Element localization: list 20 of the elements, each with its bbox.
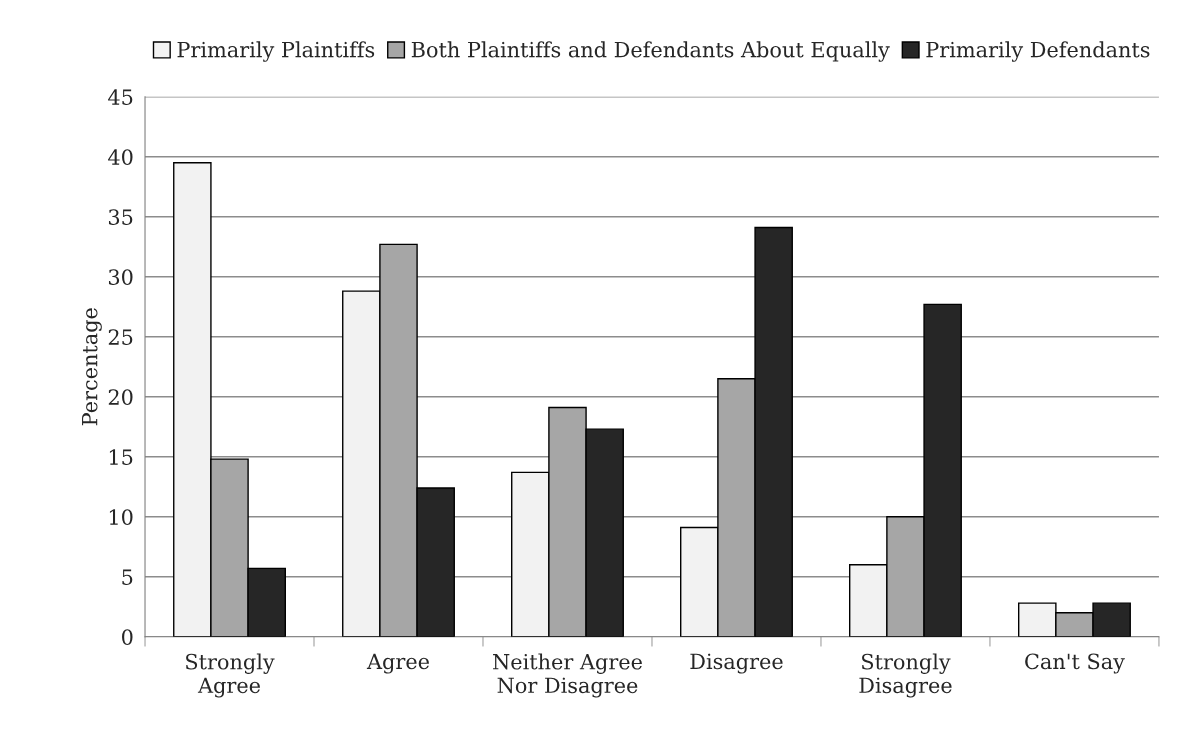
- y-tick-label: 25: [108, 329, 133, 345]
- y-tick-label: 40: [108, 149, 133, 165]
- x-tick-label: Neither Agree Nor Disagree: [493, 653, 642, 698]
- y-tick-label: 30: [108, 269, 133, 285]
- x-tick-label: Disagree: [690, 653, 783, 674]
- legend-label: Primarily Defendants: [926, 41, 1150, 62]
- y-tick-label: 5: [122, 569, 133, 585]
- legend-label: Both Plaintiffs and Defendants About Equally: [411, 41, 890, 62]
- x-tick-label: Can't Say: [1025, 653, 1125, 674]
- y-tick-label: 35: [108, 209, 133, 225]
- y-tick-label: 10: [109, 509, 133, 525]
- x-tick-label: Strongly Agree: [186, 653, 275, 698]
- y-tick-label: 20: [108, 389, 133, 405]
- y-tick-label: 45: [108, 89, 133, 105]
- y-tick-label: 0: [122, 629, 133, 645]
- y-tick-label: 15: [109, 449, 133, 465]
- x-tick-label: Strongly Disagree: [859, 653, 952, 698]
- x-tick-label: Agree: [366, 653, 429, 674]
- legend-label: Primarily Plaintiffs: [177, 41, 375, 62]
- y-axis-title: Percentage: [82, 308, 102, 426]
